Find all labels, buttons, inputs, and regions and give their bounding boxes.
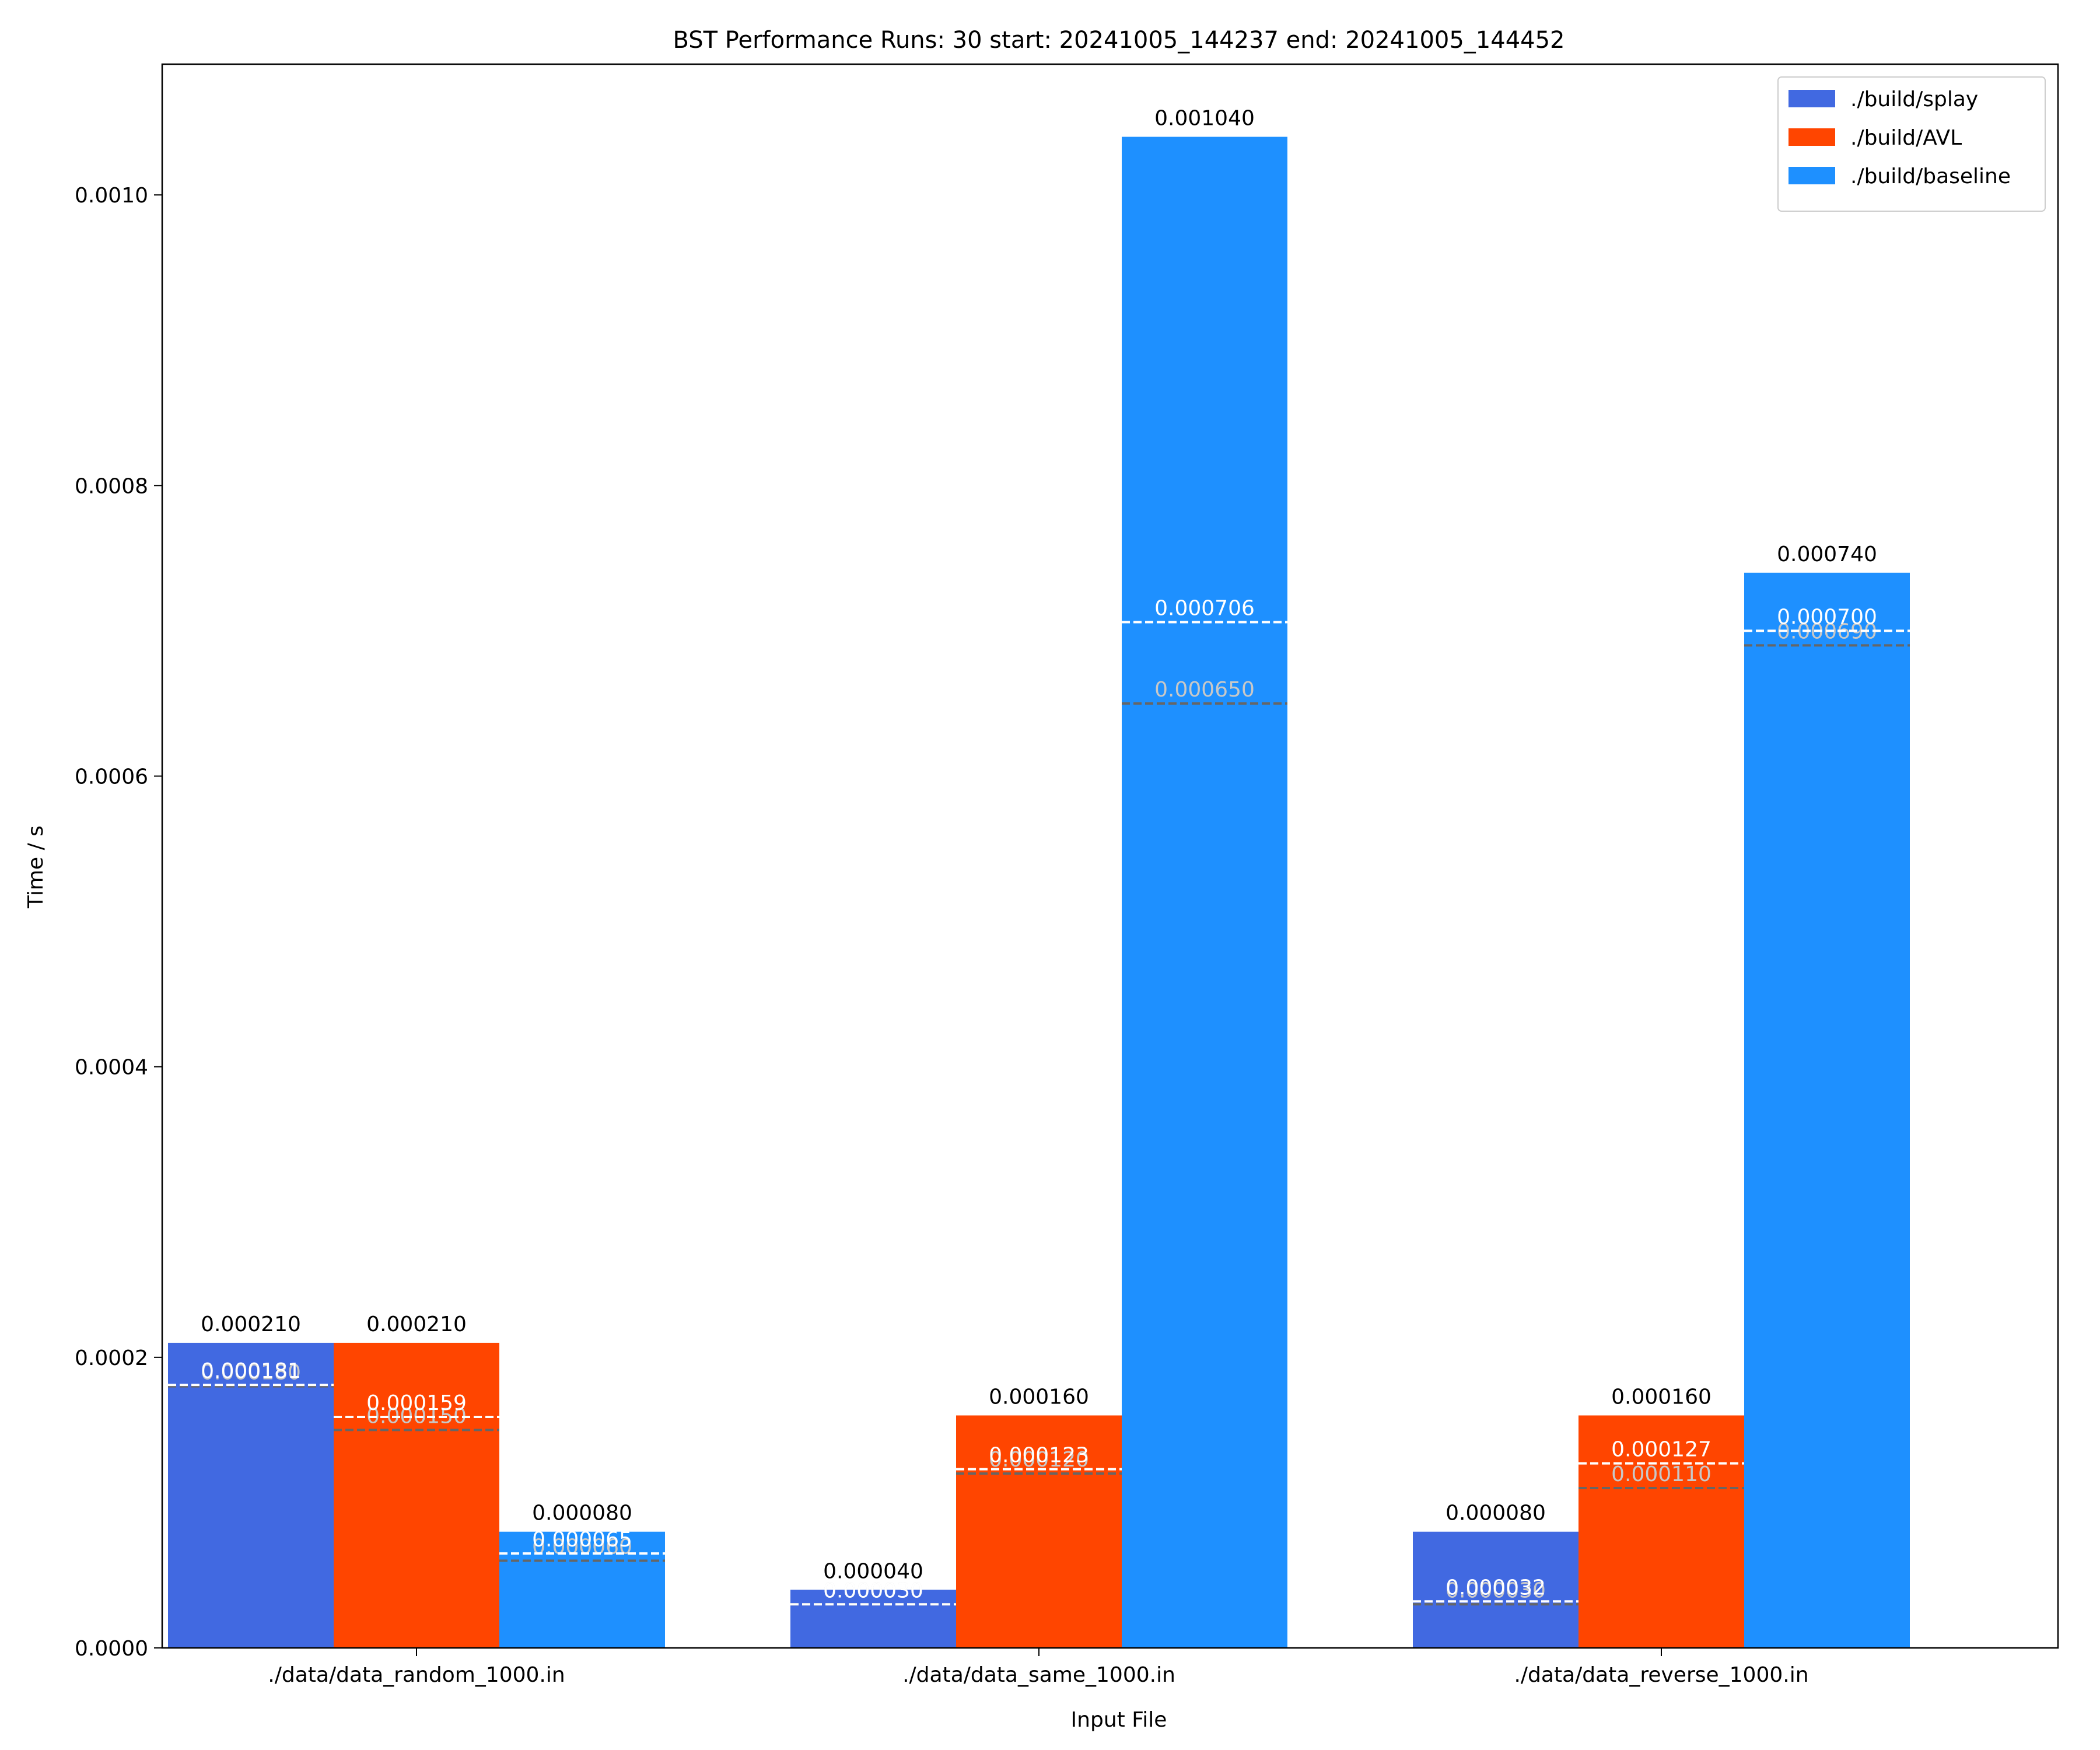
legend-swatch — [1788, 167, 1835, 184]
mean-label: 0.000030 — [823, 1578, 923, 1602]
bar — [334, 1342, 499, 1648]
plot-area: 0.0000 0.0002 0.0004 0.0006 0.0008 0.0010 ./da… — [75, 63, 2059, 1687]
median-label: 0.000060 — [532, 1535, 632, 1559]
y-tick-label: 0.0010 — [75, 184, 148, 208]
bar-value-label: 0.000160 — [989, 1385, 1089, 1409]
bar — [1122, 136, 1287, 1648]
median-label: 0.000650 — [1154, 678, 1255, 702]
y-axis-label: Time / s — [24, 825, 48, 909]
legend-swatch — [1788, 128, 1835, 146]
y-tick-label: 0.0004 — [75, 1056, 148, 1080]
bar-value-label: 0.000080 — [532, 1502, 632, 1525]
mean-label: 0.000700 — [1777, 605, 1877, 629]
y-tick-label: 0.0000 — [75, 1637, 148, 1661]
x-tick-label: ./data/data_reverse_1000.in — [1514, 1663, 1808, 1687]
bar — [790, 1590, 956, 1648]
bar — [1744, 572, 1910, 1648]
bar-value-label: 0.000080 — [1446, 1502, 1546, 1525]
median-label: 0.000030 — [1446, 1578, 1546, 1602]
bar-value-label: 0.000210 — [366, 1312, 467, 1336]
legend-swatch — [1788, 90, 1835, 107]
x-axis-label: Input File — [1071, 1708, 1167, 1732]
y-tick-label: 0.0008 — [75, 474, 148, 498]
bar-value-label: 0.001040 — [1154, 107, 1255, 131]
legend — [1777, 76, 2046, 212]
mean-label: 0.000065 — [532, 1528, 632, 1552]
x-tick-label: ./data/data_random_1000.in — [268, 1663, 565, 1687]
bar-value-label: 0.000160 — [1611, 1385, 1712, 1409]
bar — [956, 1415, 1122, 1648]
mean-label: 0.000706 — [1154, 596, 1255, 620]
mean-label: 0.000032 — [1446, 1576, 1546, 1600]
median-label: 0.000030 — [823, 1578, 923, 1602]
axes-frame — [161, 63, 2059, 1649]
chart-title: BST Performance Runs: 30 start: 20241005… — [673, 27, 1564, 54]
mean-label: 0.000127 — [1611, 1438, 1712, 1462]
bar-value-label: 0.000740 — [1777, 542, 1877, 566]
bar — [499, 1531, 665, 1648]
bar-value-label: 0.000040 — [823, 1559, 923, 1583]
median-label: 0.000180 — [201, 1361, 301, 1385]
y-tick-label: 0.0002 — [75, 1346, 148, 1370]
bar — [168, 1342, 334, 1648]
x-tick-label: ./data/data_same_1000.in — [902, 1663, 1175, 1687]
mean-label: 0.000181 — [201, 1359, 301, 1383]
legend-label: ./build/AVL — [1850, 126, 1962, 150]
median-label: 0.000110 — [1611, 1462, 1712, 1486]
bar — [1413, 1531, 1578, 1648]
mean-label: 0.000123 — [989, 1444, 1089, 1468]
median-label: 0.000120 — [989, 1448, 1089, 1472]
mean-label: 0.000159 — [366, 1391, 467, 1415]
legend-label: ./build/splay — [1850, 88, 1978, 111]
legend-label: ./build/baseline — [1850, 164, 2011, 188]
bar-value-label: 0.000210 — [201, 1312, 301, 1336]
y-tick-label: 0.0006 — [75, 765, 148, 789]
bar — [1578, 1415, 1744, 1648]
